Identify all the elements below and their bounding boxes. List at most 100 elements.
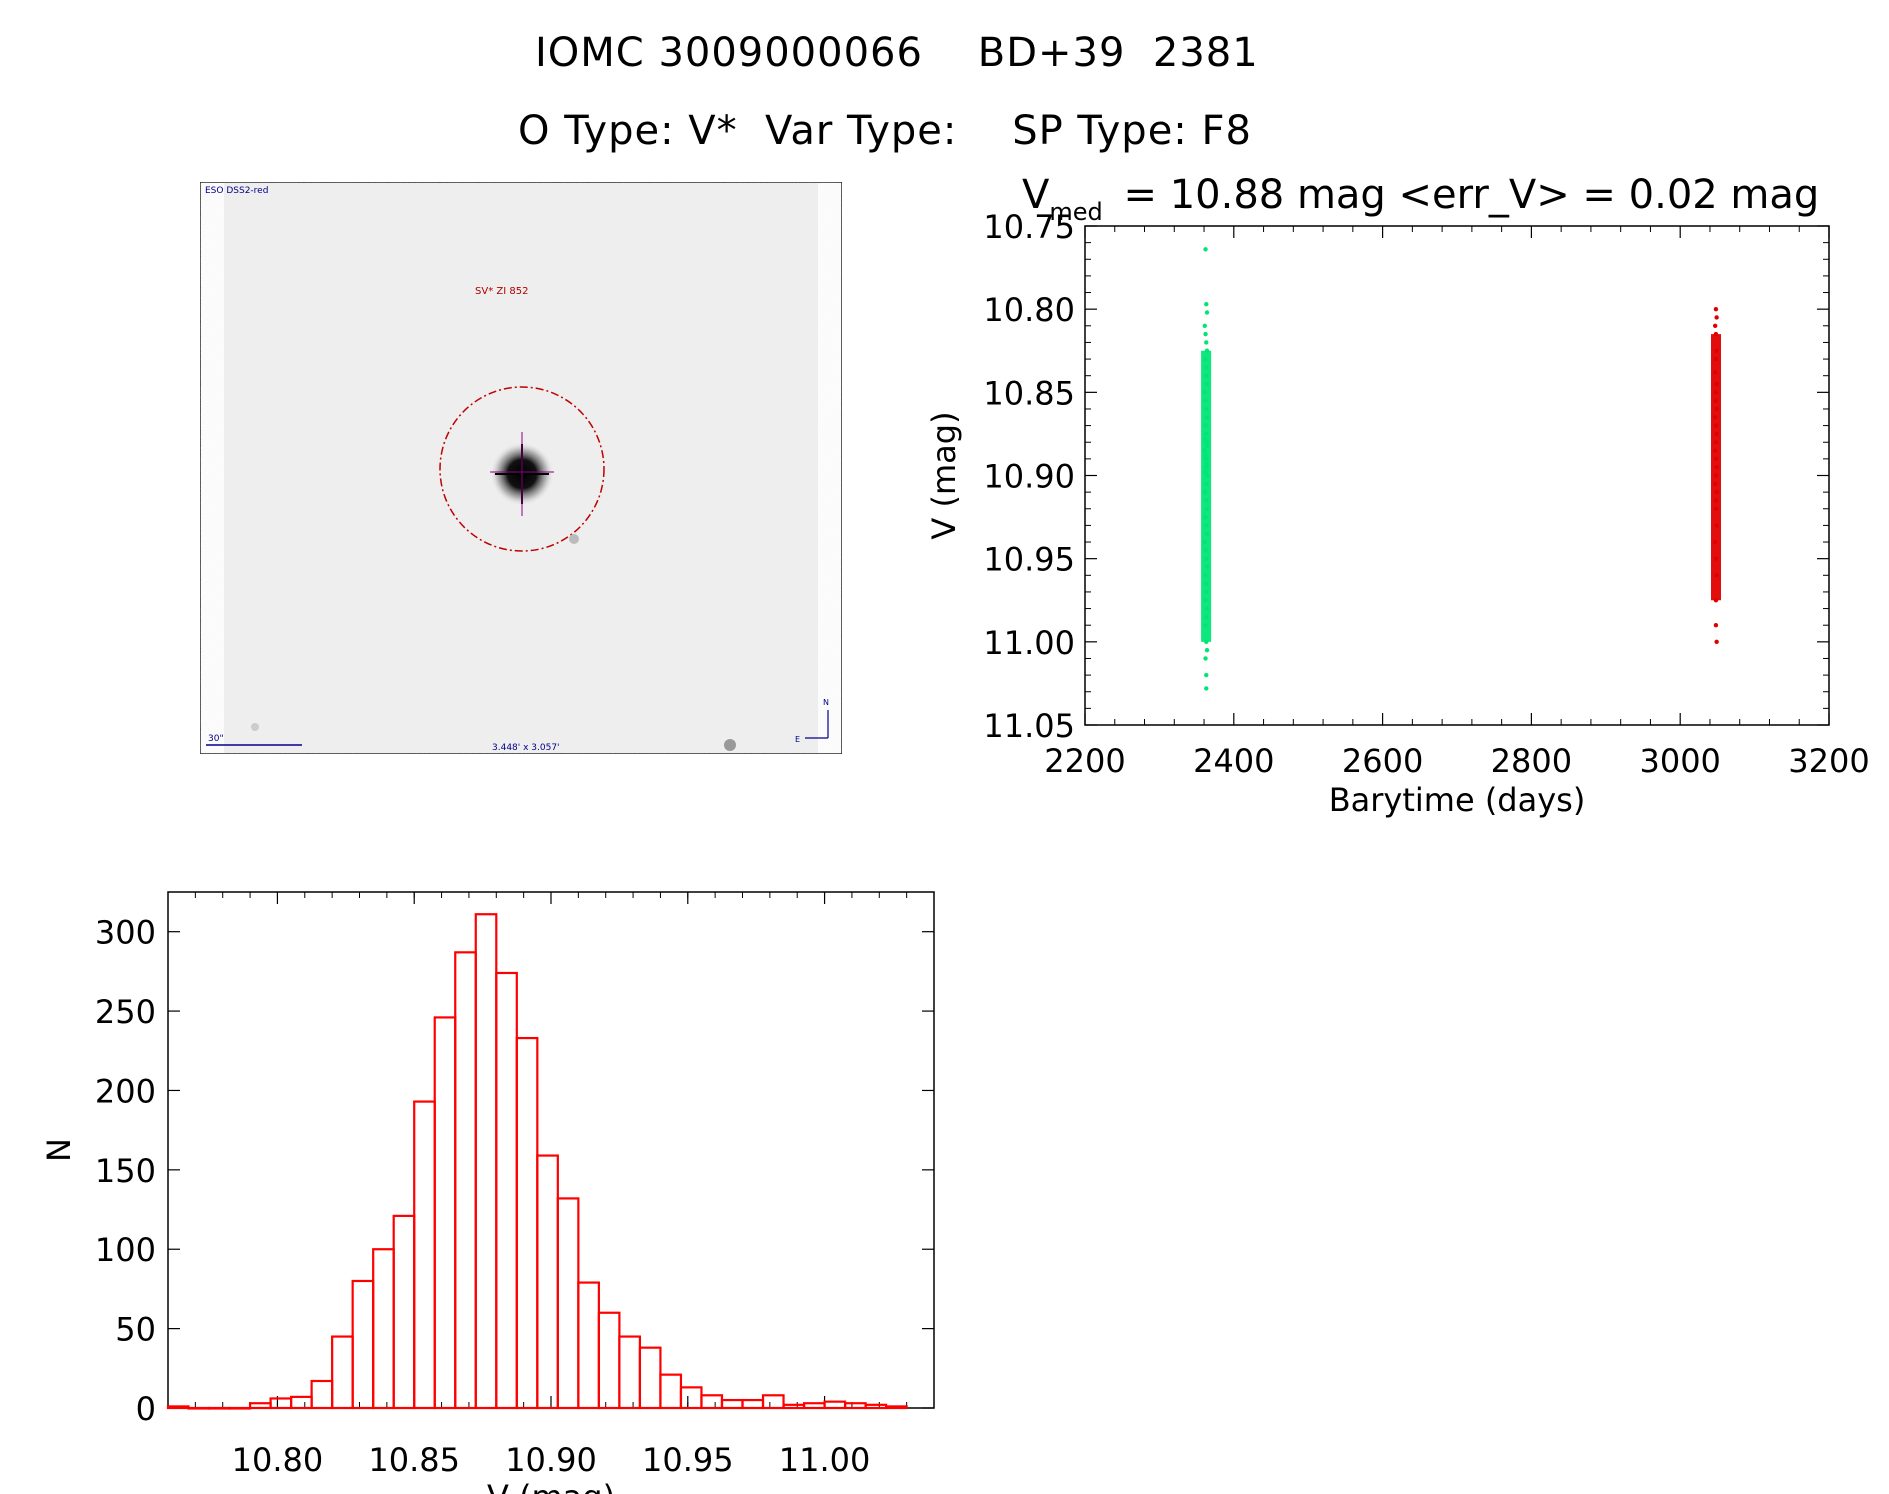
- data-point: [1203, 398, 1208, 403]
- data-point: [1204, 464, 1209, 470]
- data-point: [1204, 406, 1209, 412]
- data-point: [1202, 390, 1207, 395]
- histogram-bar: [433, 1016, 457, 1410]
- data-point: [1714, 381, 1719, 387]
- data-point: [1714, 573, 1719, 578]
- scale-label: 30": [208, 734, 224, 744]
- data-point: [1713, 440, 1719, 445]
- fov-label: 3.448' x 3.057': [492, 743, 560, 753]
- data-point: [1714, 639, 1719, 645]
- hist-x-tick-label: 10.80: [232, 1441, 324, 1479]
- data-point: [1202, 539, 1207, 545]
- data-point: [1713, 306, 1719, 312]
- data-point: [1204, 589, 1209, 595]
- data-point: [1204, 456, 1209, 462]
- y-tick-label: 11.05: [983, 707, 1075, 745]
- data-point: [1203, 548, 1208, 553]
- hist-y-tick-label: 50: [115, 1311, 156, 1349]
- data-point: [1204, 523, 1209, 528]
- histogram-bar: [782, 1403, 806, 1410]
- histogram-bars: [166, 913, 908, 1410]
- data-point: [1713, 598, 1719, 603]
- data-point: [1713, 498, 1719, 503]
- data-point: [1204, 639, 1209, 645]
- histogram-bar: [597, 1311, 621, 1410]
- data-point: [1204, 431, 1209, 437]
- histogram-bar: [228, 1406, 252, 1410]
- data-point: [1712, 323, 1718, 328]
- hist-y-axis-label: N: [40, 1138, 78, 1162]
- data-point: [1204, 647, 1210, 653]
- histogram-bar: [843, 1402, 867, 1410]
- x-tick-label: 2200: [1044, 742, 1125, 780]
- histogram-bar: [577, 1281, 600, 1410]
- data-point: [1713, 398, 1719, 403]
- data-point: [1204, 606, 1210, 611]
- hist-x-tick-label: 10.85: [368, 1441, 460, 1479]
- series-1: [1711, 306, 1722, 645]
- data-point: [1713, 390, 1719, 395]
- aperture-circle: [439, 386, 605, 552]
- data-point: [1203, 469, 1208, 475]
- data-point: [1204, 531, 1210, 536]
- histogram-bar: [351, 1279, 375, 1410]
- hist-y-tick-label: 250: [95, 993, 156, 1031]
- data-point: [1204, 556, 1209, 561]
- east-label: E: [795, 735, 800, 744]
- histogram-bar: [392, 1214, 416, 1410]
- data-point: [1204, 381, 1210, 387]
- data-point: [1713, 356, 1719, 362]
- histogram-bar: [536, 1154, 559, 1410]
- survey-label: ESO DSS2-red: [205, 186, 268, 196]
- hist-y-tick-label: 150: [95, 1152, 156, 1190]
- finder-image: ESO DSS2-red SV* ZI 852 30" 3.448' x 3.0…: [200, 182, 842, 754]
- data-point: [1203, 453, 1208, 458]
- histogram-bar: [864, 1403, 888, 1410]
- title-rest: = 10.88 mag <err_V> = 0.02 mag: [1111, 172, 1820, 218]
- hist-y-tick-label: 300: [95, 914, 156, 952]
- data-point: [1203, 656, 1208, 661]
- hist-x-tick-label: 11.00: [779, 1441, 871, 1479]
- y-tick-label: 10.80: [983, 291, 1075, 329]
- data-point: [1204, 301, 1209, 307]
- data-point: [1204, 348, 1210, 353]
- y-tick-label: 10.85: [983, 374, 1075, 412]
- data-point: [1203, 623, 1208, 628]
- x-tick-label: 3200: [1788, 742, 1869, 780]
- data-point: [1204, 373, 1209, 378]
- data-point: [1712, 481, 1718, 487]
- histogram-bar: [618, 1335, 642, 1410]
- data-point: [1204, 415, 1210, 420]
- histogram-bar: [207, 1406, 231, 1410]
- data-point: [1204, 481, 1209, 487]
- histogram-bar: [413, 1100, 436, 1410]
- data-point: [1714, 431, 1719, 437]
- data-point: [1204, 498, 1209, 503]
- data-point: [1204, 614, 1209, 620]
- histogram-bar: [454, 951, 477, 1410]
- data-point: [1714, 315, 1719, 320]
- data-point: [1713, 473, 1719, 478]
- x-tick-label: 2400: [1193, 742, 1274, 780]
- histogram-bar: [823, 1400, 847, 1410]
- hist-y-tick-label: 0: [136, 1390, 156, 1428]
- histogram-frame: [167, 891, 935, 1409]
- data-point: [1203, 356, 1208, 362]
- object-label: SV* ZI 852: [475, 286, 528, 297]
- data-point: [1714, 523, 1719, 528]
- hist-x-tick-label: 10.95: [642, 1441, 734, 1479]
- data-point: [1204, 686, 1209, 691]
- histogram-bar: [187, 1406, 211, 1410]
- histogram-bar: [556, 1197, 580, 1410]
- data-point: [1204, 340, 1209, 345]
- data-point: [1713, 456, 1719, 462]
- histogram-bar: [372, 1248, 395, 1410]
- light-curve-title: Vmed = 10.88 mag <err_V> = 0.02 mag: [1022, 172, 1819, 226]
- data-point: [1712, 539, 1718, 545]
- header-line-1: IOMC 3009000066 BD+39 2381: [535, 30, 1259, 76]
- y-tick-label: 10.90: [983, 458, 1075, 496]
- data-point: [1204, 310, 1210, 315]
- data-point: [1714, 489, 1719, 495]
- series-0-core-band: [1201, 350, 1212, 642]
